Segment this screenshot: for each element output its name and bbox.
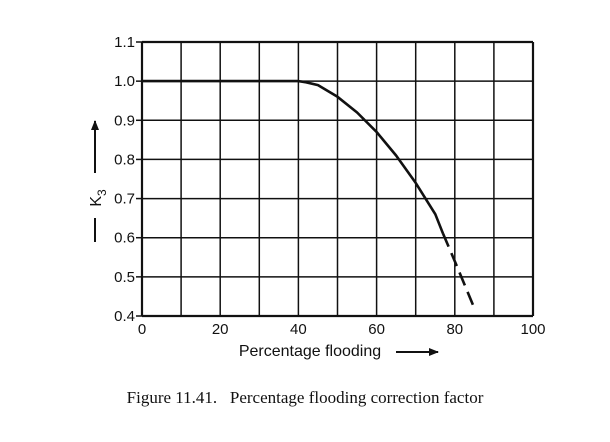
y-axis-label: K3 (88, 189, 109, 207)
x-tick-label: 40 (290, 321, 307, 338)
k3-curve-dashed (441, 233, 476, 309)
y-tick-label: 0.5 (114, 269, 135, 286)
y-tick-label: 0.7 (114, 191, 135, 208)
y-tick-label: 0.6 (114, 230, 135, 247)
x-tick-label: 20 (212, 321, 229, 338)
figure-caption: Figure 11.41. Percentage flooding correc… (126, 388, 484, 407)
x-tick-label: 80 (446, 321, 463, 338)
y-axis-label-group: K3 (88, 189, 109, 207)
y-tick-label: 0.9 (114, 112, 135, 129)
tick-labels: 0.4 0.5 0.6 0.7 0.8 0.9 1.0 1.1 0 20 40 60 80 100 (114, 34, 545, 338)
y-tick-label: 0.4 (114, 308, 135, 325)
y-tick-label: 1.0 (114, 73, 135, 90)
grid (140, 40, 535, 318)
x-axis-label: Percentage flooding (239, 343, 381, 360)
x-tick-label: 0 (138, 321, 146, 338)
y-tick-label: 1.1 (114, 34, 135, 51)
y-tick-label: 0.8 (114, 151, 135, 168)
x-tick-label: 60 (368, 321, 385, 338)
chart: 0.4 0.5 0.6 0.7 0.8 0.9 1.0 1.1 0 20 40 60 80 100 Per… (88, 34, 546, 360)
k3-curve-solid (142, 79, 445, 235)
x-tick-label: 100 (520, 321, 545, 338)
plot-lines (142, 79, 476, 309)
